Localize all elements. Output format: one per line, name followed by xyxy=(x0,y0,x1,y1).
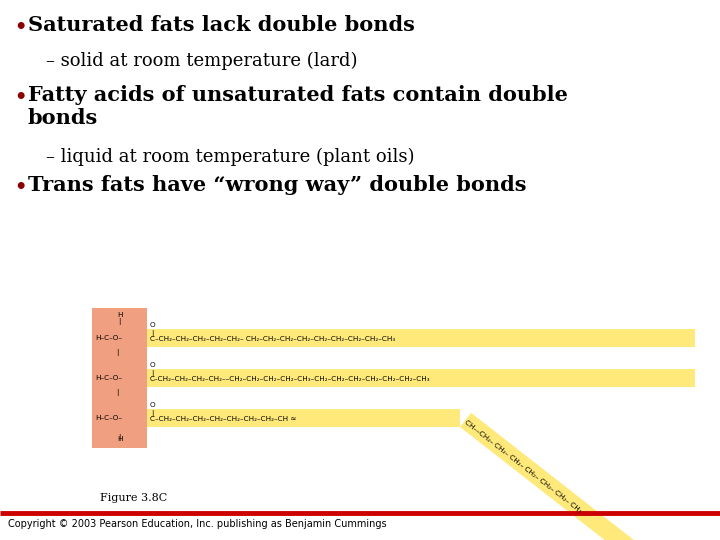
Polygon shape xyxy=(460,413,680,540)
Bar xyxy=(147,369,695,387)
Text: •: • xyxy=(14,178,27,197)
Text: |: | xyxy=(118,434,121,441)
Text: |: | xyxy=(151,410,153,417)
Bar xyxy=(92,308,147,448)
Text: Fatty acids of unsaturated fats contain double
bonds: Fatty acids of unsaturated fats contain … xyxy=(28,85,568,128)
Text: H–C–O–: H–C–O– xyxy=(95,415,122,421)
Bar xyxy=(147,329,695,347)
Text: •: • xyxy=(14,88,27,107)
Text: O: O xyxy=(150,402,156,408)
Text: Trans fats have “wrong way” double bonds: Trans fats have “wrong way” double bonds xyxy=(28,175,526,195)
Text: C–CH₂–CH₂–CH₂–CH₂–CH₂–CH₂–CH₂–CH ≈: C–CH₂–CH₂–CH₂–CH₂–CH₂–CH₂–CH₂–CH ≈ xyxy=(150,416,297,422)
Bar xyxy=(147,409,460,427)
Text: O: O xyxy=(150,322,156,328)
Text: C–CH₂–CH₂–CH₂–CH₂–CH₂– CH₂–CH₂–CH₂–CH₂–CH₂–CH₂–CH₂–CH₂–CH₃: C–CH₂–CH₂–CH₂–CH₂–CH₂– CH₂–CH₂–CH₂–CH₂–C… xyxy=(150,336,395,342)
Text: H: H xyxy=(117,312,122,318)
Text: •: • xyxy=(14,18,27,37)
Text: H–C–O–: H–C–O– xyxy=(95,375,122,381)
Text: O: O xyxy=(150,362,156,368)
Text: |: | xyxy=(118,318,121,325)
Text: |: | xyxy=(151,370,153,377)
Text: |: | xyxy=(117,389,119,396)
Text: – liquid at room temperature (plant oils): – liquid at room temperature (plant oils… xyxy=(46,148,415,166)
Text: CH––CH₂– CH₂– CH₂– CH₂– CH₂– CH₂– CH₃: CH––CH₂– CH₂– CH₂– CH₂– CH₂– CH₂– CH₃ xyxy=(463,419,582,514)
Text: |: | xyxy=(117,349,119,356)
Text: H: H xyxy=(117,436,122,442)
Text: Copyright © 2003 Pearson Education, Inc. publishing as Benjamin Cummings: Copyright © 2003 Pearson Education, Inc.… xyxy=(8,519,387,529)
Text: H–C–O–: H–C–O– xyxy=(95,335,122,341)
Text: – solid at room temperature (lard): – solid at room temperature (lard) xyxy=(46,52,358,70)
Text: Saturated fats lack double bonds: Saturated fats lack double bonds xyxy=(28,15,415,35)
Text: C–CH₂–CH₂–CH₂–CH₂––CH₂–CH₂–CH₂–CH₂–CH₃–CH₂–CH₂–CH₂–CH₂–CH₂–CH₂–CH₃: C–CH₂–CH₂–CH₂–CH₂––CH₂–CH₂–CH₂–CH₂–CH₃–C… xyxy=(150,376,431,382)
Text: |: | xyxy=(151,330,153,337)
Text: Figure 3.8C: Figure 3.8C xyxy=(100,493,167,503)
